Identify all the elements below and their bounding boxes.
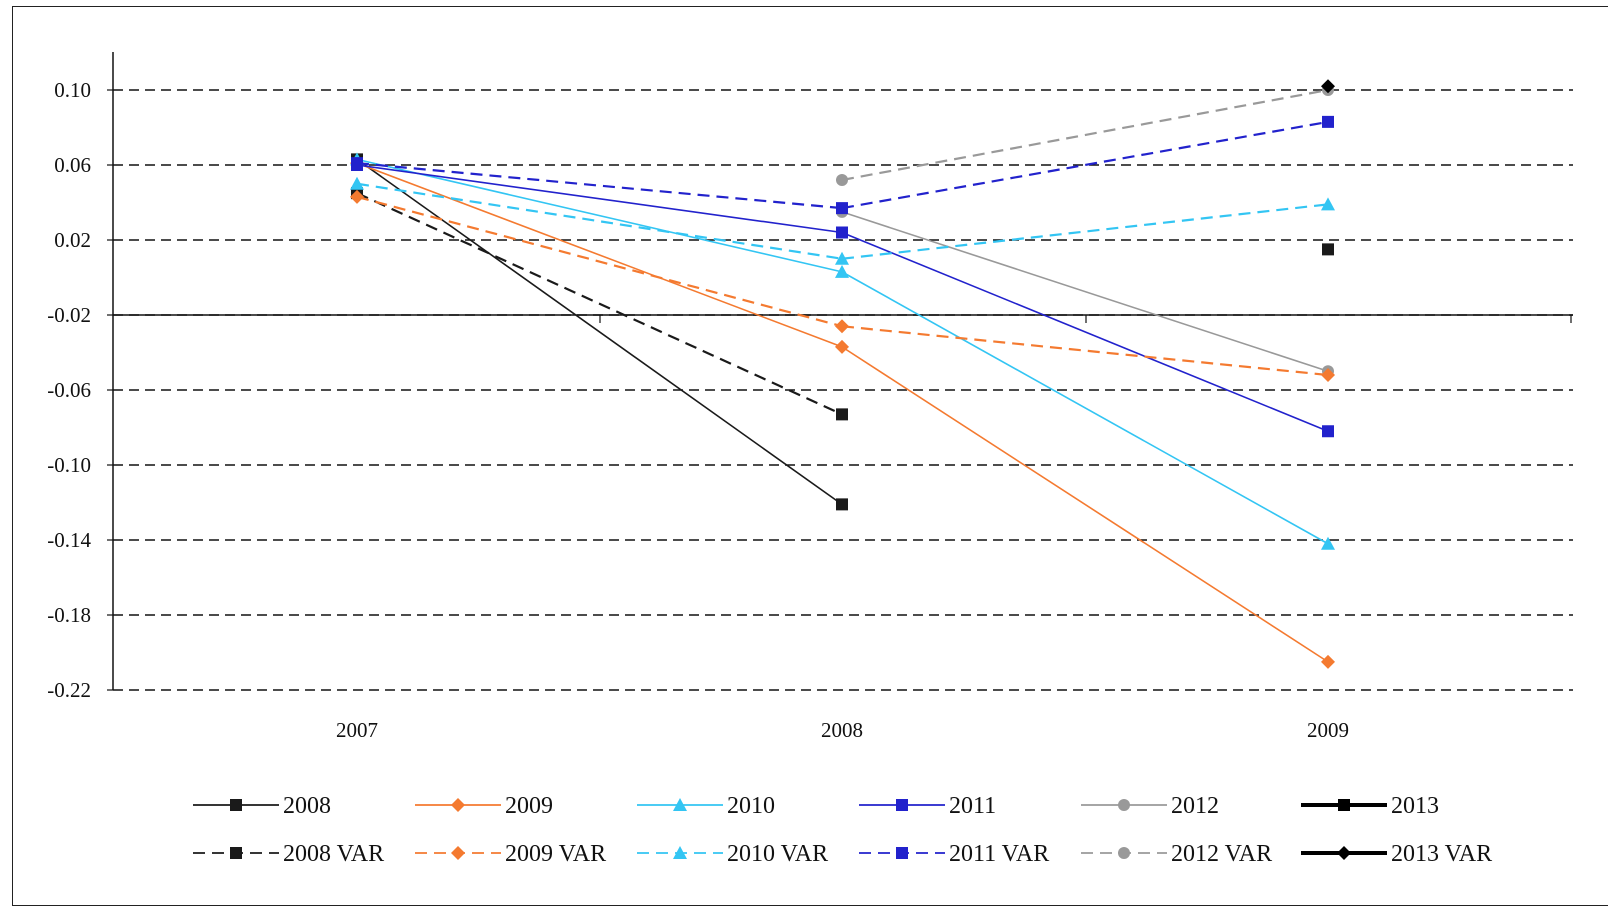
axes: 0.10 0.06 0.02 -0.02 -0.06 -0.10 -0.14 -0.18 -0.… (47, 52, 1573, 742)
y-tick-label: -0.14 (47, 528, 91, 552)
series-line-segment (356, 158, 843, 506)
legend-label: 2010 VAR (727, 841, 828, 867)
series-line-segment (841, 88, 1329, 182)
legend-label: 2012 VAR (1171, 841, 1272, 867)
legend-label: 2011 (949, 793, 996, 819)
series-line-segment (841, 120, 1329, 210)
legend-marker (451, 846, 465, 860)
series-line-segment (841, 346, 1329, 663)
series-line-segment (356, 182, 843, 260)
legend-entry: 2009 (415, 793, 553, 819)
data-point (835, 264, 849, 278)
legend-marker (230, 799, 242, 811)
series-2012 (836, 205, 1334, 378)
y-tick-label: -0.10 (47, 453, 91, 477)
legend-entry: 2011 VAR (859, 841, 1049, 867)
data-point (351, 157, 363, 170)
legend-entry: 2012 VAR (1081, 841, 1272, 867)
data-point (836, 202, 848, 215)
data-point (1321, 536, 1335, 550)
legend: 2008 2009 2010 2011 2012 2013 2008 VAR 2009 VAR… (193, 793, 1492, 867)
legend-marker (673, 798, 687, 811)
series-line-segment (841, 325, 1329, 377)
data-point (1322, 425, 1334, 438)
series-line-segment (356, 195, 843, 328)
data-point (836, 408, 848, 421)
legend-marker (1118, 847, 1130, 859)
series-line-segment (356, 158, 843, 273)
legend-entry: 2008 VAR (193, 841, 384, 867)
data-point (1322, 115, 1334, 128)
legend-label: 2009 (505, 793, 553, 819)
legend-marker (451, 798, 465, 812)
legend-marker (1338, 799, 1350, 811)
series-line-segment (356, 162, 843, 348)
legend-label: 2009 VAR (505, 841, 606, 867)
data-point (1321, 368, 1335, 382)
data-point (1321, 197, 1335, 211)
series-line-segment (356, 164, 843, 234)
legend-label: 2010 (727, 793, 775, 819)
x-tick-label: 2008 (821, 718, 863, 742)
series-2011 (351, 159, 1334, 438)
legend-entry: 2010 VAR (637, 841, 828, 867)
legend-entry: 2012 (1081, 793, 1219, 819)
legend-marker (230, 847, 242, 859)
series-2009-var (350, 189, 1335, 382)
series-2009 (350, 156, 1335, 669)
legend-marker (1337, 846, 1351, 860)
data-point (836, 174, 848, 186)
legend-label: 2013 (1391, 793, 1439, 819)
legend-label: 2008 (283, 793, 331, 819)
legend-marker (896, 799, 908, 811)
y-tick-label: 0.10 (54, 78, 91, 102)
y-tick-label: 0.02 (54, 228, 91, 252)
y-tick-label: -0.18 (47, 603, 91, 627)
series-2008-var (351, 187, 1334, 421)
legend-marker (673, 846, 687, 859)
data-point (1322, 243, 1334, 256)
series-line-segment (841, 271, 1329, 545)
data-point (1321, 79, 1335, 94)
legend-label: 2012 (1171, 793, 1219, 819)
data-point (1321, 654, 1335, 669)
chart-frame: 0.10 0.06 0.02 -0.02 -0.06 -0.10 -0.14 -0.18 -0.… (12, 6, 1608, 906)
series-2008 (351, 153, 848, 511)
legend-entry: 2013 VAR (1301, 841, 1492, 867)
data-point (836, 498, 848, 511)
legend-marker (896, 847, 908, 859)
legend-label: 2011 VAR (949, 841, 1049, 867)
x-tick-label: 2007 (336, 718, 378, 742)
data-point (835, 251, 849, 265)
y-tick-label: -0.02 (47, 303, 91, 327)
legend-entry: 2011 (859, 793, 996, 819)
x-tick-label: 2009 (1307, 718, 1349, 742)
series-line-segment (841, 203, 1329, 260)
series-group (350, 79, 1335, 669)
line-chart: 0.10 0.06 0.02 -0.02 -0.06 -0.10 -0.14 -0.18 -0.… (47, 52, 1573, 867)
data-point (835, 319, 849, 334)
data-point (350, 176, 364, 190)
y-tick-label: -0.22 (47, 678, 91, 702)
data-point (835, 339, 849, 354)
series-line-segment (841, 211, 1329, 373)
legend-entry: 2013 (1301, 793, 1439, 819)
series-line-segment (356, 162, 843, 210)
legend-label: 2013 VAR (1391, 841, 1492, 867)
y-tick-label: -0.06 (47, 378, 91, 402)
data-point (350, 189, 364, 204)
series-line-segment (356, 192, 843, 416)
legend-entry: 2008 (193, 793, 331, 819)
legend-entry: 2009 VAR (415, 841, 606, 867)
legend-entry: 2010 (637, 793, 775, 819)
data-point (836, 226, 848, 239)
series-2013-var (1321, 79, 1335, 94)
series-2010-var (350, 176, 1335, 265)
legend-label: 2008 VAR (283, 841, 384, 867)
series-line-segment (841, 231, 1329, 432)
legend-marker (1118, 799, 1130, 811)
series-2011-var (351, 115, 1334, 215)
y-tick-label: 0.06 (54, 153, 91, 177)
